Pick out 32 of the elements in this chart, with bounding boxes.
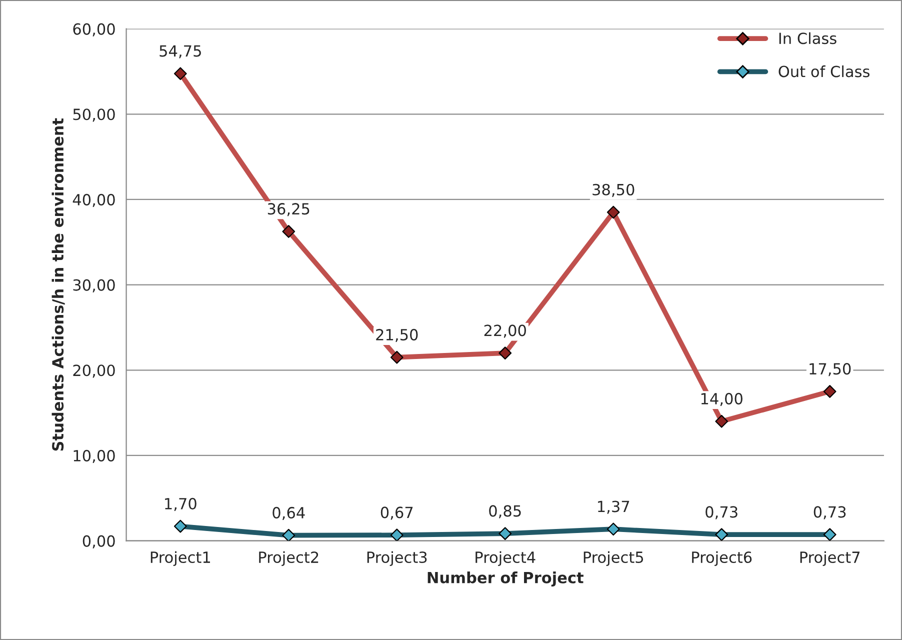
x-tick-label: Project6 [692, 551, 752, 566]
data-label: 1,70 [165, 498, 196, 512]
data-label: 22,00 [484, 324, 526, 338]
data-label: 0,67 [380, 506, 413, 520]
x-tick-label: Project7 [800, 551, 860, 566]
x-axis-title: Number of Project [428, 572, 584, 586]
y-axis-title: Students Actions/h in the environment [52, 118, 65, 451]
data-label: 0,73 [814, 506, 846, 520]
y-tick-label: 60,00 [73, 23, 115, 36]
y-tick-label: 10,00 [74, 450, 115, 464]
x-tick-label: Project3 [367, 551, 427, 566]
data-label: 54,75 [160, 45, 201, 58]
x-tick-label: Project1 [150, 551, 210, 566]
legend-label: Out of Class [778, 65, 870, 78]
y-tick-label: 0,00 [82, 535, 115, 548]
y-tick-label: 20,00 [73, 364, 115, 378]
data-label: 21,50 [376, 328, 418, 342]
y-tick-label: 40,00 [72, 194, 115, 208]
data-label: 1,37 [598, 500, 630, 514]
data-label: 0,85 [489, 505, 521, 518]
data-label: 17,50 [810, 363, 851, 376]
data-label: 38,50 [592, 184, 634, 197]
data-label: 36,25 [268, 203, 310, 216]
data-label: 0,64 [272, 506, 305, 520]
x-tick-label: Project5 [584, 551, 644, 566]
y-tick-label: 30,00 [73, 279, 115, 292]
data-label: 0,73 [706, 506, 738, 520]
data-label: 14,00 [701, 392, 742, 406]
x-tick-label: Project2 [259, 551, 318, 566]
x-tick-label: Project4 [476, 551, 536, 566]
y-tick-label: 50,00 [73, 108, 115, 122]
legend-label: In Class [779, 32, 836, 44]
